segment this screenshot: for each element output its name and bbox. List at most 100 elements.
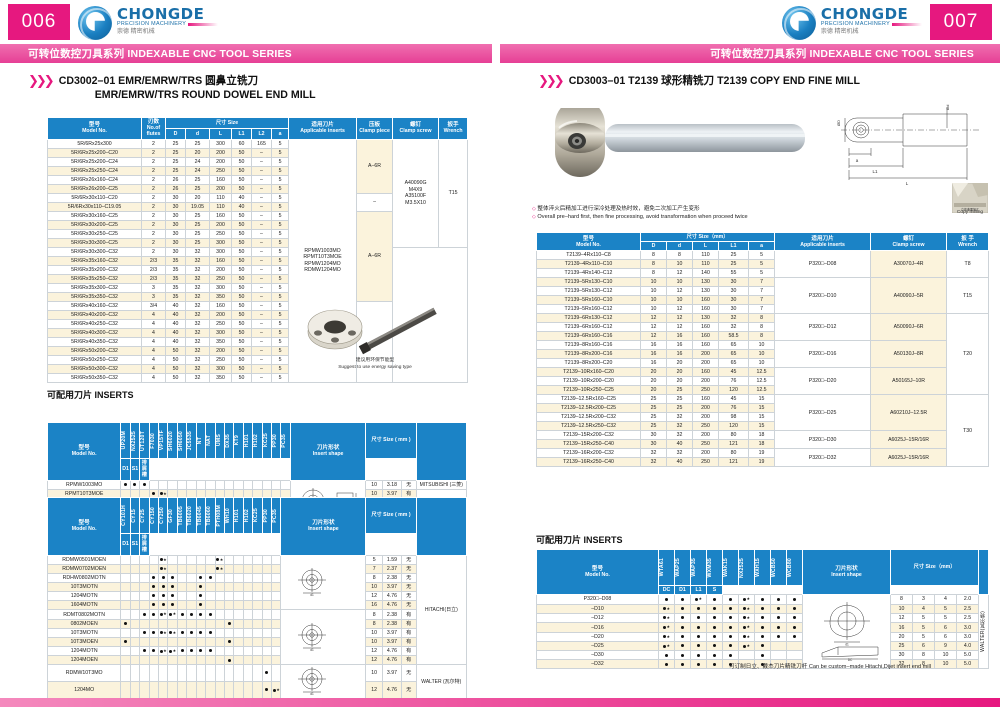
grade-dot-cell	[167, 479, 178, 490]
table-row: 5R/6Rx50x350–C32 4 50 32 350 50–5	[47, 372, 468, 383]
cell-flutes: 4	[141, 336, 166, 347]
cell-d: 25	[185, 228, 210, 239]
cell-D1: 6	[912, 641, 935, 652]
cell-L: 250	[209, 273, 232, 284]
grade-dot-cell	[139, 600, 150, 611]
grade-dot-cell	[223, 655, 235, 666]
grade-dot-cell	[223, 554, 235, 566]
grade-dot-cell	[205, 591, 216, 602]
cell-maker: MITSUBISHI (三菱)	[415, 479, 468, 490]
svg-text:d1: d1	[311, 648, 315, 651]
cell-D: 50	[165, 345, 186, 356]
th-size-group: 尺寸 Size（mm）	[889, 549, 980, 586]
svg-text:d1: d1	[311, 692, 315, 695]
bullet-icon: ◇	[532, 206, 536, 212]
cell-model: RDHW0802MOTN	[46, 573, 122, 584]
grade-dot-cell	[754, 622, 771, 633]
grade-dot-cell	[280, 479, 291, 490]
cell-DC: 10	[890, 603, 913, 614]
cell-S1: 2.38	[382, 618, 402, 629]
grade-dot-cell	[129, 618, 141, 629]
grade-dot-cell	[271, 573, 282, 584]
chevron-right-icon: ❯❯❯	[538, 73, 565, 88]
grade-dot-cell	[157, 573, 169, 584]
cell-model: T2139–8Rx200–C20	[536, 358, 641, 369]
th-grade: H101	[242, 422, 254, 459]
grade-dot-cell	[148, 646, 160, 657]
th-size-D1: D1	[674, 584, 691, 596]
cell-model: 5R/6Rx30x110–C19.05	[47, 201, 142, 212]
section-title-text: CD3003–01 T2139 球形精铣刀 T2139 COPY END FIN…	[568, 75, 860, 87]
cell-L1: 76	[718, 403, 749, 414]
grade-dot-cell	[195, 591, 207, 602]
cell-D1: 10	[365, 664, 384, 683]
table-row: T2139–12.5Rx200–C32 25 32 200 98 15	[536, 412, 989, 423]
th-grade: JC5535	[186, 422, 197, 459]
cell-model: T2139–5Rx160–C12	[536, 304, 641, 315]
grade-dot-cell	[176, 609, 188, 620]
grade-dot-cell	[690, 612, 707, 624]
cell-a: 5	[270, 147, 290, 158]
cell-a: 5	[270, 273, 290, 284]
grade-dot-cell	[722, 641, 739, 652]
cell-model: T2139–12.5Rx250–C32	[536, 421, 641, 432]
grade-dot-cell	[233, 618, 244, 629]
grade-dot-cell	[233, 563, 244, 575]
grade-dot-cell	[205, 681, 216, 700]
cell-S: 2.5	[955, 612, 980, 624]
cell-L2: –	[251, 210, 272, 221]
th-wrench: 扳 手 Wrench	[946, 231, 990, 252]
cell-applicable-inserts: P320□–D10	[774, 277, 872, 315]
cell-flutes: 4	[141, 363, 166, 374]
grade-dot-cell	[261, 664, 273, 683]
th-grade: TB6045	[195, 497, 207, 534]
cell-d: 10	[666, 277, 693, 288]
grade-dot-cell	[195, 655, 207, 666]
table-row: 1604MOTN 16 4.76 无	[46, 600, 467, 611]
grade-dot-cell	[120, 582, 131, 593]
grade-dot-cell	[690, 631, 707, 643]
th-maker	[978, 548, 990, 596]
cell-d: 32	[185, 273, 210, 284]
cell-L2: –	[251, 165, 272, 176]
brand-logo-right: CHONGDE PRECISION MACHINERY 崇德 精密机械	[781, 6, 922, 40]
cell-L1: 50	[231, 327, 252, 338]
grade-dot-cell: ★	[738, 603, 755, 614]
th-grade: PC35	[280, 422, 291, 459]
cell-S1: 2.38	[382, 609, 402, 620]
cell-D1: 16	[365, 600, 384, 611]
th-grade: PC35	[271, 497, 282, 534]
grade-dot-cell	[148, 664, 160, 683]
grade-dot-cell	[176, 600, 188, 611]
grade-dot-cell	[252, 554, 263, 566]
grade-dot-cell: ★	[658, 641, 675, 652]
cell-L1: 65	[718, 358, 749, 369]
grade-dot-cell	[129, 573, 141, 584]
grade-dot-cell	[722, 650, 739, 661]
cell-D: 30	[165, 210, 186, 221]
grade-dot-cell	[139, 681, 150, 700]
cell-L1: 6	[934, 622, 957, 633]
cell-L1: 50	[231, 354, 252, 365]
cell-S: 2.5	[955, 603, 980, 614]
cell-L1: 45	[718, 394, 749, 405]
cell-flutes: 2/3	[141, 273, 166, 284]
cell-L1: 50	[231, 345, 252, 356]
cell-D: 26	[165, 183, 186, 194]
cell-model: P320□–D08	[536, 594, 659, 605]
grade-dot-cell	[233, 609, 244, 620]
cell-L2: –	[251, 336, 272, 347]
cell-L2: –	[251, 345, 272, 356]
grade-dot-cell	[157, 664, 169, 683]
grade-dot-cell	[157, 681, 169, 700]
grade-dot-cell	[129, 554, 141, 566]
table-row: RDMW0702MOEN ★ ★ 7 2.37 无	[46, 563, 467, 575]
cell-D: 35	[165, 273, 186, 284]
grade-dot-cell	[186, 600, 197, 611]
th-size-D1: D1	[120, 458, 131, 481]
grade-dot-cell	[214, 627, 225, 639]
cell-clamp-piece: A–6R	[356, 210, 394, 302]
table-row: P320□–D08 ★ ★ d1 DC 8 3 4 2.0 WALTER(瓦尔特)	[536, 594, 990, 670]
svg-text:Ød: Ød	[945, 105, 950, 110]
grade-dot-cell	[157, 655, 169, 666]
